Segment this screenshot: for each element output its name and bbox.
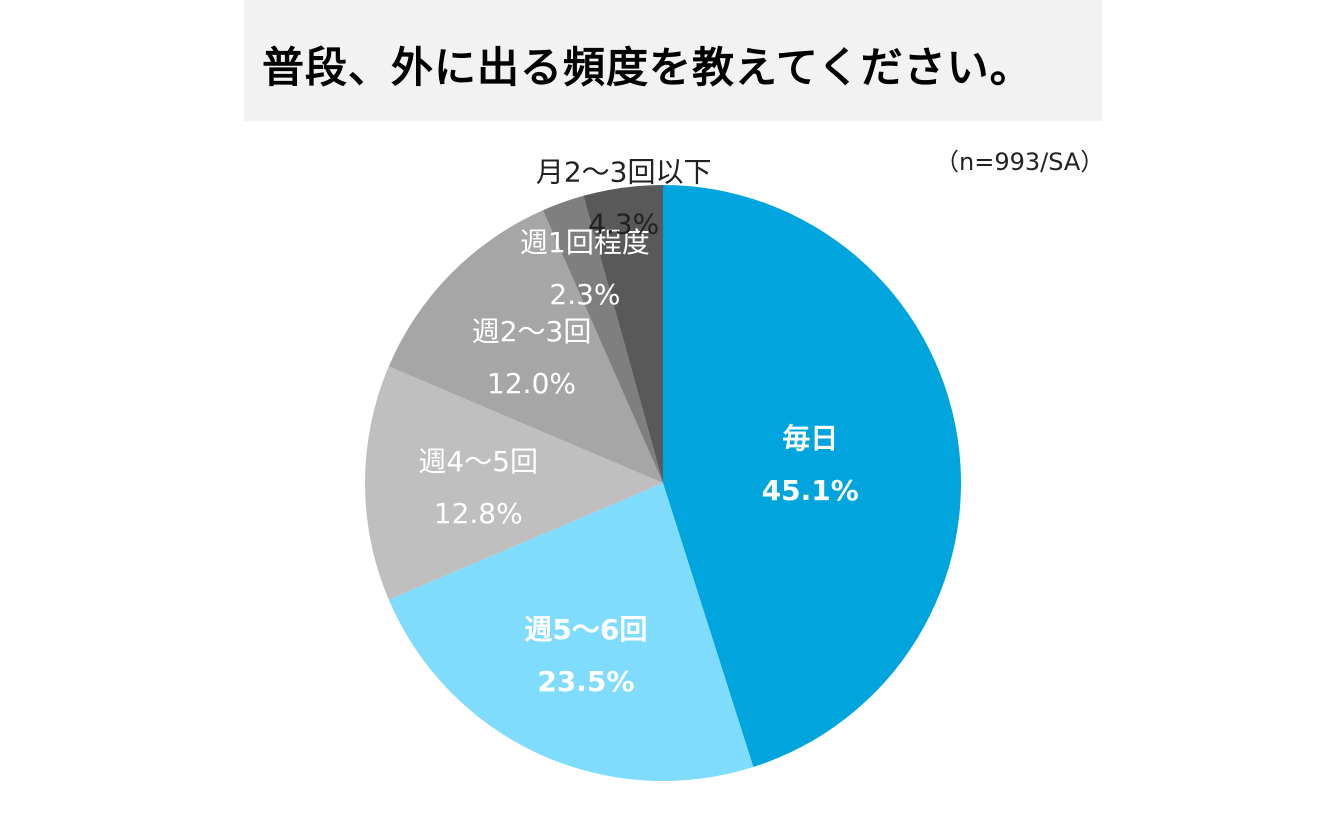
pie-slice-2 <box>364 366 663 600</box>
title-band: 普段、外に出る頻度を教えてください。 <box>244 0 1102 121</box>
pie-slice-5 <box>583 185 663 483</box>
pie-slice-1 <box>388 483 754 782</box>
slice-label-3: 週2〜3回 <box>472 315 592 348</box>
slice-label-1: 週5〜6回 <box>524 613 647 646</box>
chart-title: 普段、外に出る頻度を教えてください。 <box>262 43 1033 92</box>
slice-label-0: 毎日 <box>782 422 838 455</box>
slice-value-0: 45.1% <box>762 474 859 507</box>
pie-slice-4 <box>542 195 663 483</box>
slice-value-3: 12.0% <box>487 367 576 400</box>
slice-value-4: 2.3% <box>549 278 620 311</box>
sample-size-note: （n=993/SA） <box>935 148 1105 176</box>
pie-slices <box>364 185 962 782</box>
slice-label-4: 週1回程度 <box>520 226 650 259</box>
pie-labels: 毎日 45.1% 週5〜6回 23.5% 週4〜5回 12.8% 週2〜3回 12.0% 週1回… <box>418 156 858 698</box>
slice-value-2: 12.8% <box>434 497 523 530</box>
slice-value-1: 23.5% <box>537 665 634 698</box>
pie-slice-0 <box>663 185 962 767</box>
pie-slice-3 <box>388 210 663 484</box>
slice-label-5: 月2〜3回以下 <box>536 156 712 189</box>
slice-label-2: 週4〜5回 <box>418 445 538 478</box>
slice-value-5: 4.3% <box>588 208 659 241</box>
